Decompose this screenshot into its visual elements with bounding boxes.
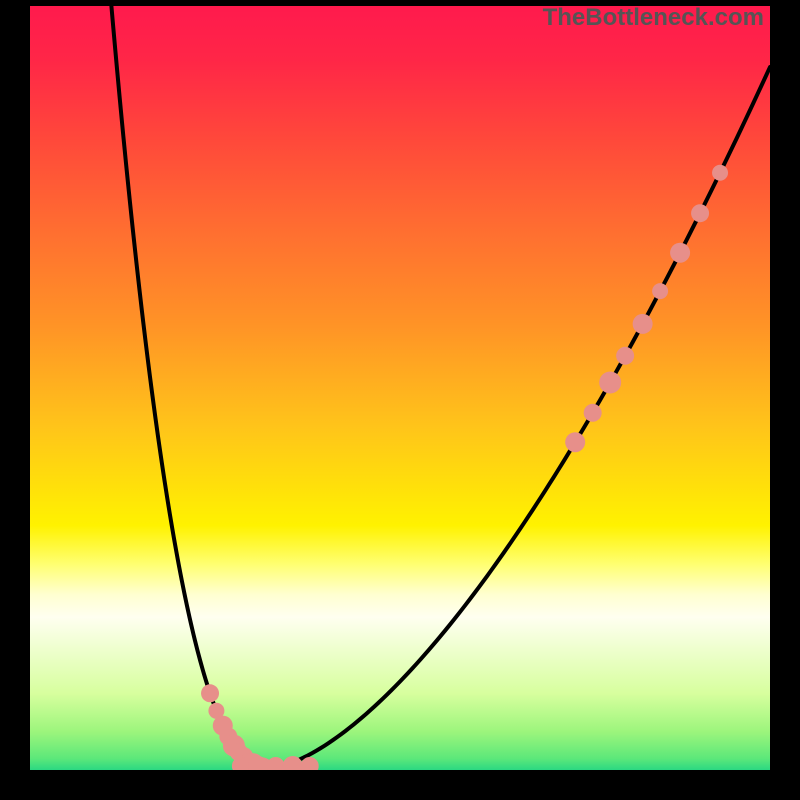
scatter-marker: [584, 404, 602, 422]
scatter-marker: [712, 165, 728, 181]
scatter-marker: [616, 347, 634, 365]
plot-area: [30, 6, 770, 770]
scatter-marker: [565, 432, 585, 452]
scatter-marker: [633, 314, 653, 334]
v-curve: [111, 6, 770, 768]
scatter-marker: [670, 243, 690, 263]
scatter-marker: [267, 757, 285, 770]
marker-group: [201, 165, 728, 770]
curve-layer: [30, 6, 770, 770]
outer-frame: TheBottleneck.com: [0, 0, 800, 800]
scatter-marker: [599, 371, 621, 393]
watermark-text: TheBottleneck.com: [543, 4, 764, 32]
scatter-marker: [201, 684, 219, 702]
scatter-marker: [652, 283, 668, 299]
scatter-marker: [691, 204, 709, 222]
